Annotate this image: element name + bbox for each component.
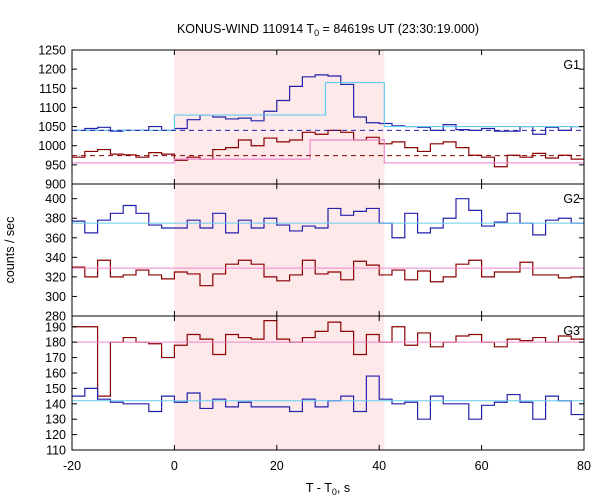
y-tick-label: 300: [45, 290, 66, 304]
y-tick-label: 120: [45, 428, 66, 442]
panel-g2: 280 300 320 340 360 380 400 G2: [45, 183, 585, 324]
series-pink-step: [72, 139, 584, 164]
shaded-interval: [174, 184, 385, 316]
series-dark_blue-step: [72, 198, 584, 239]
y-tick-label: 190: [45, 320, 66, 334]
x-tick-label: 80: [577, 459, 591, 473]
y-tick-label: 1250: [38, 44, 66, 58]
series-dark_red-step: [72, 259, 584, 287]
series-dark_blue-step: [72, 74, 584, 135]
y-tick-label: 140: [45, 397, 66, 411]
panel-g1: 900 950 1000 1050 1100 1150 1200 1250 G1: [38, 44, 585, 192]
x-tick-label: 40: [372, 459, 386, 473]
y-tick-label: 1200: [38, 63, 66, 77]
y-tick-label: 950: [45, 158, 66, 172]
y-tick-label: 170: [45, 351, 66, 365]
chart-title: KONUS-WIND 110914 T0 = 84619s UT (23:30:…: [177, 22, 479, 38]
y-tick-label: 280: [45, 310, 66, 324]
panel-label: G3: [563, 324, 580, 338]
y-tick-label: 1050: [38, 120, 66, 134]
x-tick-label: 0: [171, 459, 178, 473]
y-tick-label: 380: [45, 212, 66, 226]
y-tick-label: 400: [45, 192, 66, 206]
y-tick-label: 1150: [39, 82, 66, 96]
y-tick-label: 160: [45, 366, 66, 380]
x-axis-label: T - T0, s: [306, 481, 350, 497]
y-tick-label: 130: [45, 413, 66, 427]
panel-label: G2: [563, 192, 580, 206]
shaded-interval: [174, 50, 385, 184]
panel-label: G1: [563, 58, 580, 72]
y-tick-label: 320: [45, 270, 66, 284]
y-tick-label: 340: [45, 251, 66, 265]
series-dark_red-step: [72, 129, 584, 168]
y-tick-label: 1000: [38, 139, 66, 153]
y-tick-label: 360: [45, 231, 66, 245]
y-axis-label: counts / sec: [3, 217, 17, 284]
y-tick-label: 1100: [39, 101, 66, 115]
panel-frame: [71, 315, 585, 451]
plot-layer: 900950100010501100115012001250G128030032…: [38, 44, 591, 474]
y-tick-label: 150: [45, 382, 66, 396]
series-dark_red-step: [72, 320, 584, 397]
x-tick-label: 20: [270, 459, 284, 473]
y-tick-label: 900: [45, 178, 66, 192]
x-tick-label: 60: [475, 459, 489, 473]
y-tick-label: 180: [45, 336, 66, 350]
y-tick-label: 110: [46, 444, 66, 458]
series-cyan-step: [72, 81, 584, 131]
x-tick-label: -20: [63, 459, 81, 473]
shaded-interval: [174, 316, 385, 450]
